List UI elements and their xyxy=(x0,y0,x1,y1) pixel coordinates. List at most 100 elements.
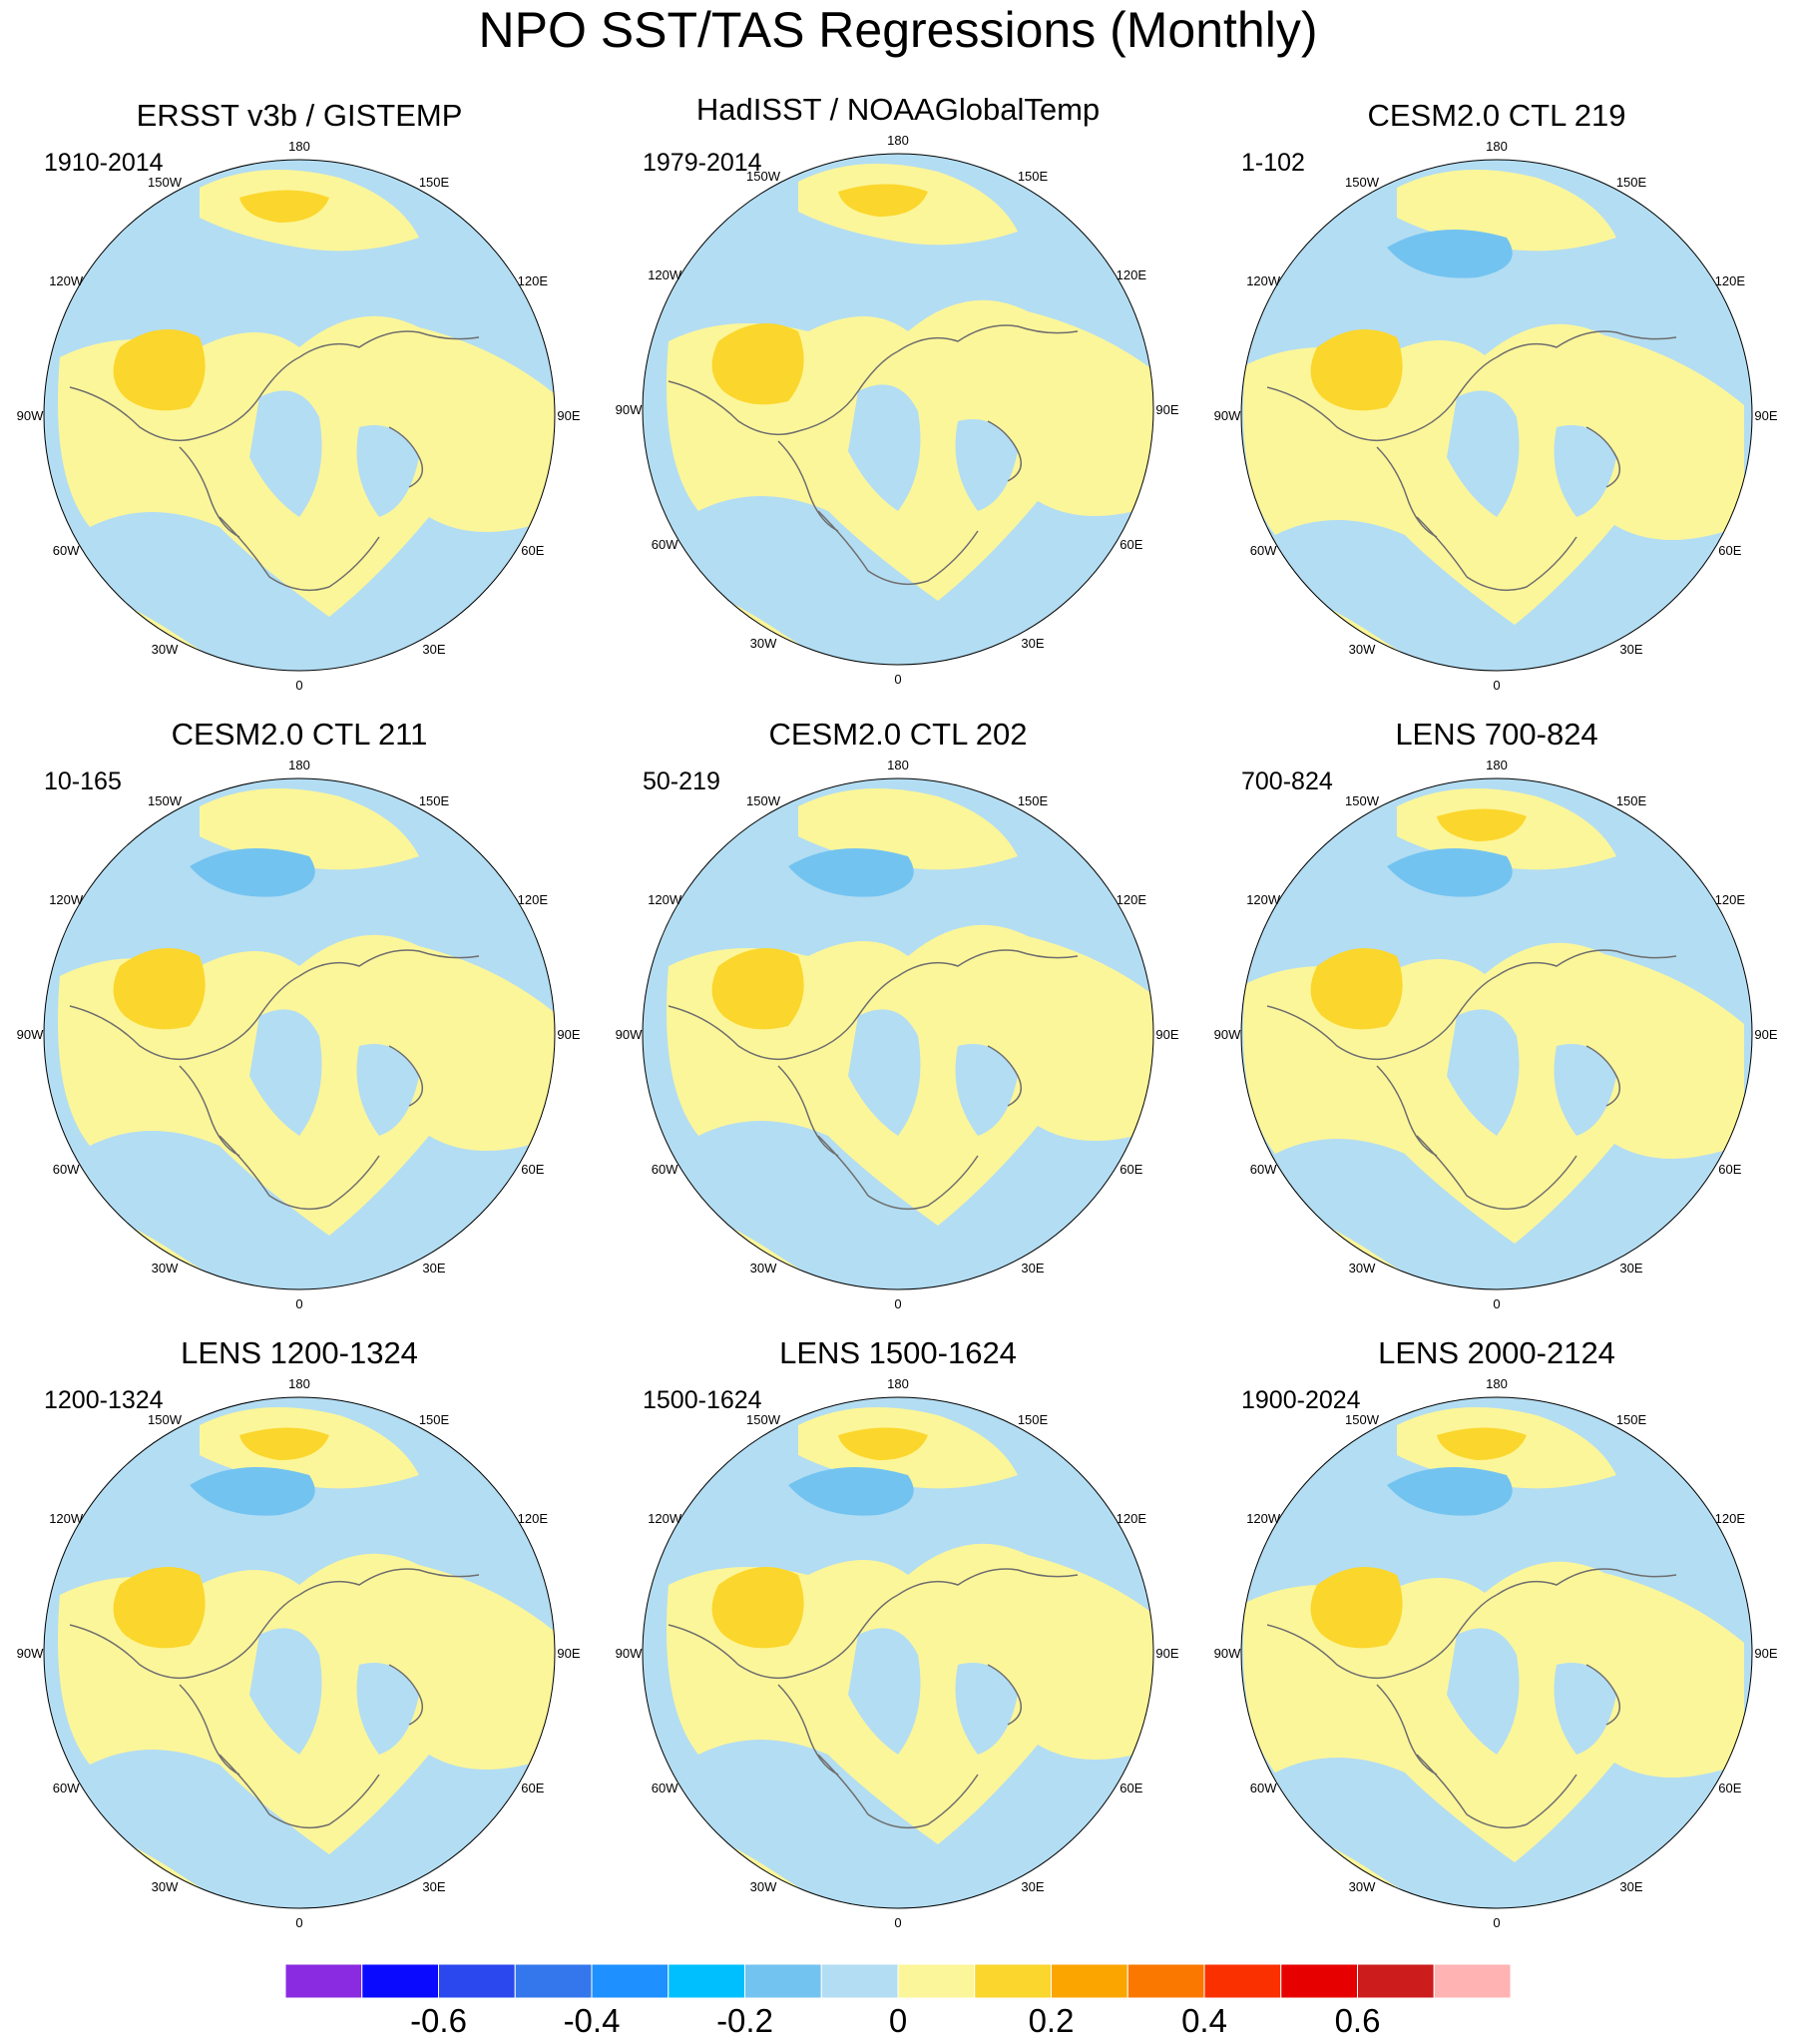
panel-period: 1900-2024 xyxy=(1241,1386,1361,1414)
longitude-label: 60E xyxy=(1718,1162,1741,1177)
longitude-label: 150W xyxy=(746,1412,781,1427)
longitude-label: 150E xyxy=(1616,1412,1647,1427)
map-panel: 180 150E 120E 90E 60E 30E 0 30W 60W 90W 120W 150W L… xyxy=(1197,1335,1796,1954)
coastline xyxy=(897,949,1079,977)
longitude-label: 150W xyxy=(148,793,183,808)
longitude-label: 60E xyxy=(521,543,544,558)
colorbar-label: 0.4 xyxy=(1181,2002,1227,2039)
cool-anomaly-region xyxy=(356,425,419,517)
strong-warm-anomaly-region xyxy=(711,323,804,405)
colorbar-swatch xyxy=(1280,1964,1358,1998)
coastline xyxy=(388,1664,424,1726)
coastline xyxy=(1585,1664,1621,1726)
map-boundary xyxy=(43,1396,556,1909)
longitude-label: 150W xyxy=(148,175,183,190)
map-boundary xyxy=(43,777,556,1290)
coastline xyxy=(1496,949,1677,977)
map-panel: 180 150E 120E 90E 60E 30E 0 30W 60W 90W 120W 150W C… xyxy=(599,717,1197,1335)
longitude-label: 0 xyxy=(1493,1296,1500,1311)
longitude-label: 90W xyxy=(616,1027,643,1042)
map-boundary xyxy=(642,1396,1154,1909)
map-boundary xyxy=(642,153,1154,666)
strong-warm-anomaly-region xyxy=(1437,808,1527,841)
longitude-label: 60W xyxy=(1250,543,1277,558)
longitude-label: 90W xyxy=(1214,1646,1241,1661)
cool-anomaly-region xyxy=(848,1628,921,1755)
longitude-label: 90W xyxy=(17,1027,44,1042)
polar-map: 180 150E 120E 90E 60E 30E 0 30W 60W 90W 120W 150W xyxy=(17,139,581,693)
longitude-label: 0 xyxy=(295,678,302,693)
longitude-label: 120W xyxy=(1246,273,1281,288)
map-panel: 180 150E 120E 90E 60E 30E 0 30W 60W 90W 120W 150W L… xyxy=(0,1335,599,1954)
longitude-label: 90E xyxy=(1155,402,1178,417)
colorbar-label: 0.6 xyxy=(1334,2002,1381,2039)
longitude-label: 120E xyxy=(1715,273,1746,288)
longitude-label: 0 xyxy=(894,1915,901,1930)
cool-anomaly-region xyxy=(1554,1663,1616,1755)
longitude-label: 180 xyxy=(1486,1376,1508,1391)
longitude-label: 0 xyxy=(295,1296,302,1311)
polar-map: 180 150E 120E 90E 60E 30E 0 30W 60W 90W 120W 150W xyxy=(616,1376,1179,1930)
coastline xyxy=(1376,1065,1438,1157)
longitude-label: 0 xyxy=(1493,1915,1500,1930)
colorbar-label: 0 xyxy=(888,2002,908,2039)
longitude-label: 30W xyxy=(1349,1261,1376,1276)
colorbar-swatch xyxy=(744,1964,822,1998)
coastline xyxy=(1416,516,1577,592)
polar-map: 180 150E 120E 90E 60E 30E 0 30W 60W 90W 120W 150W xyxy=(17,1376,581,1930)
panel-period: 1910-2014 xyxy=(44,149,164,177)
coastline xyxy=(897,1568,1079,1596)
longitude-label: 150E xyxy=(419,793,450,808)
coastline xyxy=(817,1754,979,1829)
map-panel: 180 150E 120E 90E 60E 30E 0 30W 60W 90W 120W 150W E… xyxy=(0,98,599,717)
colorbar-swatch xyxy=(591,1964,670,1998)
coastline xyxy=(179,446,240,538)
longitude-label: 30E xyxy=(1021,1879,1044,1894)
strong-warm-anomaly-region xyxy=(1310,329,1403,411)
strong-warm-anomaly-region xyxy=(838,1427,928,1460)
cool-anomaly-region xyxy=(1554,425,1616,517)
longitude-label: 90W xyxy=(616,402,643,417)
longitude-label: 60W xyxy=(1250,1162,1277,1177)
colorbar-swatch xyxy=(1357,1964,1435,1998)
panel-title: CESM2.0 CTL 202 xyxy=(768,717,1028,752)
coastline xyxy=(69,356,300,442)
coastline xyxy=(298,949,480,977)
longitude-label: 180 xyxy=(1486,758,1508,772)
panel-title: CESM2.0 CTL 211 xyxy=(171,717,428,752)
longitude-label: 60E xyxy=(1718,1781,1741,1795)
coastline xyxy=(1266,1594,1498,1680)
coastline xyxy=(179,1065,240,1157)
panel-title: LENS 2000-2124 xyxy=(1378,1335,1615,1370)
cool-anomaly-region xyxy=(1554,1044,1616,1136)
panel-period: 50-219 xyxy=(643,767,720,795)
strong-cool-anomaly-region xyxy=(788,1467,914,1516)
cool-anomaly-region xyxy=(848,384,921,511)
polar-map: 180 150E 120E 90E 60E 30E 0 30W 60W 90W 120W 150W xyxy=(1214,1376,1778,1930)
map-boundary xyxy=(642,777,1154,1290)
coastline xyxy=(777,1684,839,1776)
longitude-label: 90E xyxy=(557,1646,580,1661)
map-panel: 180 150E 120E 90E 60E 30E 0 30W 60W 90W 120W 150W H… xyxy=(599,92,1197,711)
map-boundary xyxy=(43,159,556,672)
longitude-label: 180 xyxy=(887,1376,909,1391)
coastline xyxy=(1266,356,1498,442)
longitude-label: 120W xyxy=(1246,892,1281,907)
longitude-label: 0 xyxy=(1493,678,1500,693)
map-panel: 180 150E 120E 90E 60E 30E 0 30W 60W 90W 120W 150W C… xyxy=(1197,98,1796,717)
longitude-label: 90E xyxy=(1754,1646,1777,1661)
map-boundary xyxy=(1240,1396,1753,1909)
longitude-label: 30W xyxy=(152,642,179,657)
coastline xyxy=(298,330,480,358)
longitude-label: 30W xyxy=(152,1879,179,1894)
longitude-label: 120E xyxy=(1715,892,1746,907)
longitude-label: 150E xyxy=(419,175,450,190)
cool-anomaly-region xyxy=(249,1009,322,1136)
strong-warm-anomaly-region xyxy=(113,329,206,411)
longitude-label: 60W xyxy=(53,1781,80,1795)
longitude-label: 30W xyxy=(750,1879,777,1894)
strong-warm-anomaly-region xyxy=(1310,1567,1403,1649)
longitude-label: 30E xyxy=(1619,1879,1642,1894)
panel-title: HadISST / NOAAGlobalTemp xyxy=(695,92,1101,127)
longitude-label: 30W xyxy=(750,636,777,651)
